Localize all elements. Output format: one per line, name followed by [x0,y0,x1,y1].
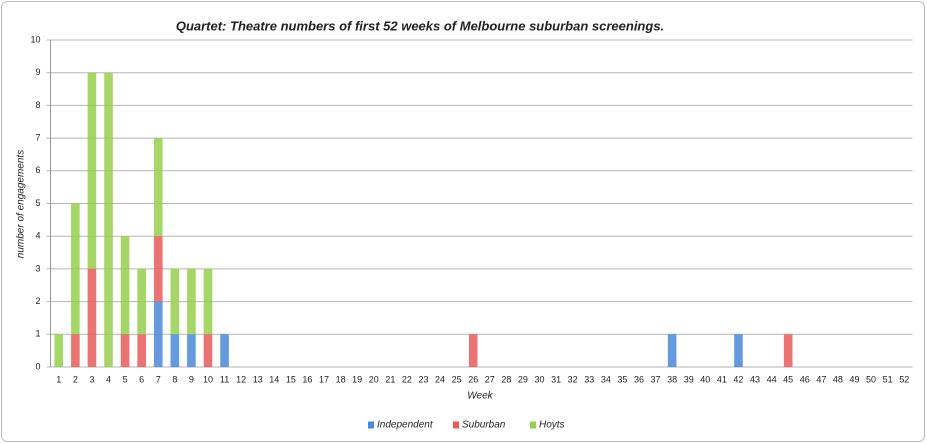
x-tick-label: 36 [634,374,644,384]
x-tick-label: 43 [750,374,760,384]
bar-segment [468,334,478,367]
bar-segment [734,334,743,367]
bar-segment [170,268,180,335]
legend-text: Independent [377,420,434,431]
legend-swatch [530,421,536,429]
x-tick-label: 6 [139,374,144,384]
x-tick-label: 40 [700,374,710,384]
bar-segment [54,334,64,367]
x-tick-label: 37 [651,374,661,384]
x-tick-label: 29 [518,374,528,384]
x-tick-label: 49 [849,374,859,384]
y-tick-label: 9 [35,67,40,77]
x-tick-label: 10 [203,374,213,384]
x-tick-label: 47 [816,374,826,384]
bar-segment [71,334,80,367]
bar-segment [220,334,229,367]
legend-text: Suburban [462,420,506,431]
x-tick-label: 27 [485,374,495,384]
bar-segment [153,236,163,302]
x-tick-label: 48 [833,374,843,384]
x-tick-label: 45 [783,374,793,384]
x-tick-label: 38 [667,374,677,384]
x-tick-label: 15 [286,374,296,384]
x-tick-label: 23 [418,374,428,384]
x-tick-label: 52 [899,374,909,384]
x-tick-label: 5 [123,374,128,384]
x-tick-label: 7 [156,374,161,384]
bar-segment [120,334,130,367]
x-tick-label: 22 [402,374,412,384]
y-tick-label: 4 [35,231,40,241]
x-tick-label: 8 [172,374,177,384]
x-tick-label: 14 [269,374,279,384]
x-tick-label: 17 [319,374,329,384]
y-tick-label: 0 [35,361,40,371]
x-tick-label: 19 [352,374,362,384]
bar-segment [104,72,113,367]
bar-segment [187,334,196,367]
x-tick-label: 3 [89,374,94,384]
x-tick-label: 46 [800,374,810,384]
x-tick-label: 12 [236,374,246,384]
x-tick-label: 39 [684,374,694,384]
x-tick-label: 25 [452,374,462,384]
y-axis-label: number of engagements [16,150,27,258]
x-tick-label: 33 [584,374,594,384]
bar-segment [170,334,180,367]
chart-title: Quartet: Theatre numbers of first 52 wee… [176,18,664,33]
x-tick-label: 44 [767,374,777,384]
x-tick-label: 41 [717,374,727,384]
x-tick-label: 16 [302,374,312,384]
legend-swatch [368,421,374,429]
y-tick-label: 7 [35,132,40,142]
y-tick-label: 8 [35,100,40,110]
x-tick-label: 51 [883,374,893,384]
x-tick-label: 2 [73,374,78,384]
y-tick-label: 2 [35,296,40,306]
y-tick-label: 3 [35,263,40,273]
bar-segment [87,268,97,367]
legend-swatch [453,421,459,429]
x-tick-label: 42 [733,374,743,384]
x-axis-label: Week [467,391,493,402]
bar-segment [187,268,196,335]
x-tick-label: 30 [535,374,545,384]
x-tick-label: 32 [568,374,578,384]
x-tick-label: 26 [468,374,478,384]
bar-segment [153,301,163,367]
x-tick-label: 1 [56,374,61,384]
y-tick-label: 10 [30,34,40,44]
bar-segment [137,334,146,367]
bar-segment [203,268,213,335]
x-tick-label: 31 [551,374,561,384]
x-tick-label: 28 [501,374,511,384]
bar-segment [203,334,213,367]
x-tick-label: 20 [369,374,379,384]
x-tick-label: 4 [106,374,111,384]
y-tick-label: 5 [35,198,40,208]
x-tick-label: 11 [220,374,229,384]
x-tick-label: 50 [866,374,876,384]
y-tick-label: 6 [35,165,40,175]
x-tick-label: 13 [253,374,263,384]
legend-text: Hoyts [539,420,565,431]
bar-segment [87,72,97,269]
bar-segment [153,138,163,237]
x-tick-label: 21 [385,374,395,384]
y-tick-label: 1 [35,329,40,339]
x-tick-label: 24 [435,374,445,384]
x-tick-label: 18 [336,374,346,384]
x-tick-label: 34 [601,374,611,384]
bar-segment [667,334,677,367]
bar-segment [71,203,80,335]
x-tick-label: 9 [189,374,194,384]
bar-segment [137,268,146,335]
bar-segment [783,334,793,367]
bar-segment [120,236,130,335]
x-tick-label: 35 [617,374,627,384]
